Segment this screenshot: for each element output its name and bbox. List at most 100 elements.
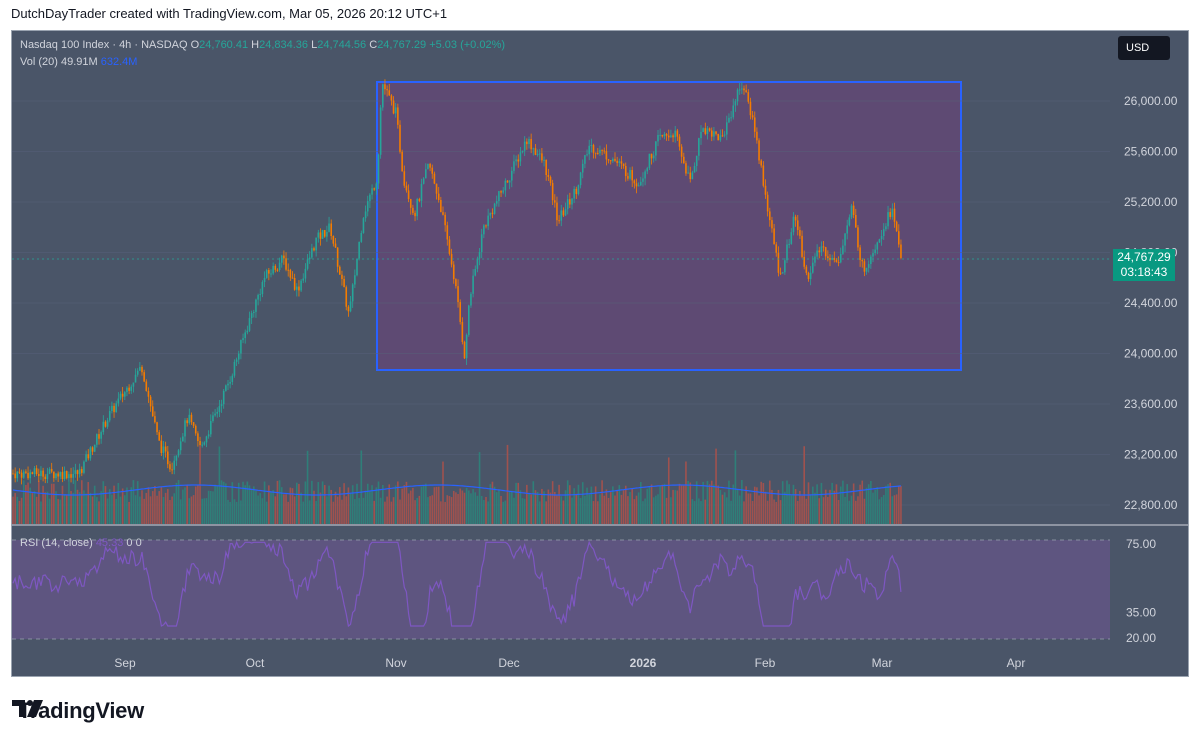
volume-bar <box>203 498 206 524</box>
volume-bar <box>25 484 27 524</box>
volume-bar <box>777 489 780 524</box>
candle-body <box>457 286 459 303</box>
change-value: +5.03 (+0.02%) <box>429 39 506 51</box>
volume-bar <box>225 483 227 524</box>
candle-body <box>336 247 339 267</box>
volume-bar <box>317 482 320 524</box>
candle-body <box>719 135 722 141</box>
volume-bar <box>545 501 547 524</box>
volume-bar <box>564 490 567 524</box>
candle-body <box>713 131 715 137</box>
volume-bar <box>102 481 105 524</box>
volume-bar <box>81 480 83 524</box>
volume-bar <box>704 499 707 524</box>
candle-body <box>732 105 735 118</box>
volume-bar <box>70 491 72 524</box>
volume-bar <box>205 498 208 524</box>
volume-bar <box>74 480 77 524</box>
volume-bar <box>422 485 425 524</box>
volume-bar <box>276 480 279 524</box>
candle-body <box>495 201 498 204</box>
volume-bar <box>805 498 808 524</box>
volume-bar <box>708 484 711 524</box>
candle-body <box>394 107 397 114</box>
volume-bar <box>347 487 350 524</box>
candle-body <box>225 385 227 391</box>
rsi-label: RSI (14, close) <box>20 537 93 549</box>
volume-bar <box>377 481 380 524</box>
volume-bar <box>302 501 305 524</box>
candle-body <box>670 135 672 138</box>
candle-body <box>96 434 98 445</box>
candle-body <box>188 414 191 424</box>
time-tick-label: Mar <box>872 656 893 670</box>
volume-bar <box>412 487 414 524</box>
volume-bar <box>852 483 855 524</box>
volume-bar <box>784 491 786 524</box>
volume-bar <box>762 483 765 524</box>
range-box[interactable] <box>376 81 962 371</box>
volume-bar <box>117 482 120 524</box>
volume-bar <box>330 489 332 524</box>
candle-body <box>160 440 163 453</box>
candle-body <box>513 161 515 171</box>
candle-body <box>607 159 610 161</box>
candle-body <box>493 203 496 214</box>
volume-bar <box>121 488 124 524</box>
volume-bar <box>489 484 492 524</box>
volume-bar <box>96 497 98 524</box>
candle-body <box>771 220 773 229</box>
volume-bar <box>405 481 408 524</box>
volume-bar <box>291 488 294 524</box>
candle-body <box>437 193 440 200</box>
volume-bar <box>648 486 651 524</box>
volume-bar <box>844 496 846 524</box>
candle-body <box>289 269 292 278</box>
volume-bar <box>197 485 199 524</box>
candle-body <box>769 211 771 221</box>
chart-frame[interactable]: 26,000.0025,600.0025,200.0024,800.0024,4… <box>11 30 1189 677</box>
volume-bar <box>569 485 571 524</box>
volume-bar <box>420 486 423 524</box>
candle-body <box>169 464 171 470</box>
candle-body <box>745 90 747 93</box>
candle-body <box>738 89 741 91</box>
candle-body <box>358 241 360 259</box>
candle-body <box>29 472 31 479</box>
volume-bar <box>257 495 259 524</box>
volume-bar <box>560 496 563 524</box>
candle-body <box>362 218 365 233</box>
volume-bar <box>35 496 38 524</box>
candle-body <box>659 134 661 136</box>
candle-body <box>145 381 148 391</box>
volume-ma-line <box>12 484 901 496</box>
volume-bar <box>31 492 34 524</box>
volume-bar <box>887 484 889 524</box>
volume-bar <box>42 485 44 524</box>
volume-bar <box>384 501 386 524</box>
volume-bar <box>465 487 468 524</box>
candle-body <box>265 270 268 278</box>
tradingview-logo[interactable]: TradingView <box>12 698 144 724</box>
candle-body <box>154 416 156 423</box>
time-tick-label: 2026 <box>630 656 657 670</box>
volume-bar <box>265 501 268 524</box>
volume-bar <box>53 483 55 524</box>
candle-body <box>779 272 782 274</box>
volume-bar <box>741 480 743 524</box>
volume-bar <box>667 457 670 524</box>
candle-body <box>450 253 453 265</box>
volume-bar <box>248 485 251 524</box>
candle-body <box>364 211 367 219</box>
currency-button[interactable]: USD <box>1118 36 1170 60</box>
volume-bar <box>272 490 274 524</box>
candle-body <box>401 151 403 172</box>
volume-bar <box>233 499 236 524</box>
price-chart[interactable]: 26,000.0025,600.0025,200.0024,800.0024,4… <box>12 31 1189 677</box>
candle-body <box>710 130 713 137</box>
candle-body <box>523 141 526 151</box>
volume-bar <box>177 480 180 524</box>
high-value: 24,834.36 <box>259 39 309 51</box>
volume-bar <box>126 487 128 524</box>
candle-body <box>257 294 259 300</box>
